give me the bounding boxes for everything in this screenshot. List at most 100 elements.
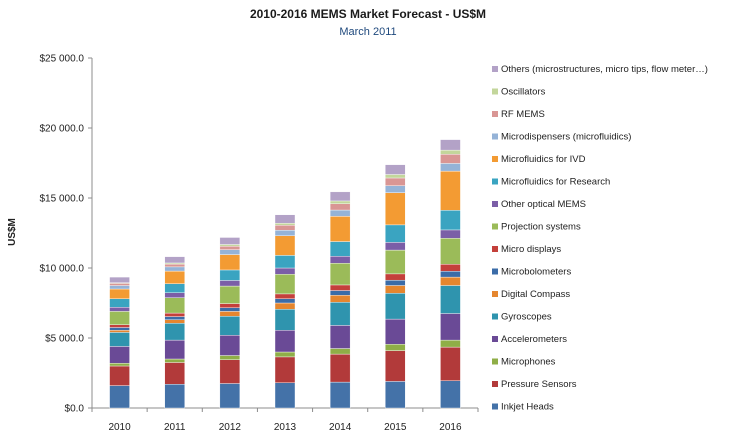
bar-segment-microdispensers-microfluidics-2012: [219, 249, 241, 255]
bar-segment-rf-mems-2015: [385, 177, 406, 186]
legend-label-digital-compass: Digital Compass: [501, 289, 570, 300]
bar-segment-digital-compass-2012: [219, 311, 241, 317]
legend-label-other-optical-mems: Other optical MEMS: [501, 199, 586, 210]
bar-segment-microfluidics-for-ivd-2014: [329, 216, 351, 242]
y-tick-label: $15 000.0: [40, 194, 85, 205]
chart-subtitle: March 2011: [339, 26, 396, 38]
bar-segment-microbolometers-2012: [219, 307, 241, 312]
bar-segment-inkjet-heads-2013: [274, 382, 296, 409]
bar-segment-pressure-sensors-2015: [385, 350, 406, 382]
bar-segment-accelerometers-2016: [440, 313, 461, 341]
bar-segment-accelerometers-2010: [109, 346, 130, 364]
bar-segment-micro-displays-2012: [219, 303, 241, 308]
bar-segment-gyroscopes-2014: [329, 302, 351, 326]
bar-segment-micro-displays-2013: [274, 293, 296, 299]
bar-segment-microdispensers-microfluidics-2015: [385, 185, 406, 193]
chart-title: 2010-2016 MEMS Market Forecast - US$M: [250, 7, 486, 21]
bar-segment-microfluidics-for-research-2014: [329, 241, 351, 257]
bar-segment-microbolometers-2015: [385, 279, 406, 286]
y-tick-label: $20 000.0: [40, 124, 85, 135]
legend-label-rf-mems: RF MEMS: [501, 109, 545, 120]
bar-segment-microphones-2012: [219, 355, 241, 360]
bar-segment-projection-systems-2016: [440, 238, 461, 265]
legend-label-others-microstructures-micro-tips-flow-meter: Others (microstructures, micro tips, flo…: [501, 64, 708, 75]
bar-segment-projection-systems-2011: [164, 297, 185, 314]
bar-segment-microbolometers-2014: [329, 290, 351, 296]
legend-label-oscillators: Oscillators: [501, 87, 546, 98]
x-tick-label: 2013: [274, 422, 297, 433]
bar-segment-other-optical-mems-2011: [164, 292, 185, 298]
legend-label-projection-systems: Projection systems: [501, 222, 581, 233]
bar-segment-microdispensers-microfluidics-2016: [440, 163, 461, 172]
x-tick-label: 2015: [384, 422, 407, 433]
bar-segment-oscillators-2015: [385, 174, 406, 179]
bar-segment-microfluidics-for-ivd-2016: [440, 170, 461, 211]
bar-segment-microphones-2016: [440, 339, 461, 348]
bar-segment-microfluidics-for-research-2012: [219, 269, 241, 281]
bar-segment-others-microstructures-micro-tips-flow-meter-2010: [109, 276, 130, 283]
legend-swatch-accelerometers: [492, 336, 498, 342]
bar-segment-other-optical-mems-2010: [109, 307, 130, 312]
bar-segment-micro-displays-2014: [329, 284, 351, 291]
bar-segment-microdispensers-microfluidics-2011: [164, 266, 185, 272]
bar-segment-others-microstructures-micro-tips-flow-meter-2015: [385, 164, 406, 175]
y-tick-label: $0.0: [65, 404, 85, 415]
legend-swatch-digital-compass: [492, 291, 498, 297]
bar-segment-pressure-sensors-2011: [164, 362, 185, 385]
x-tick-label: 2016: [439, 422, 462, 433]
bar-segment-pressure-sensors-2014: [329, 353, 351, 383]
legend-label-microdispensers-microfluidics: Microdispensers (microfluidics): [501, 132, 631, 143]
bar-segment-pressure-sensors-2013: [274, 356, 296, 383]
bar-segment-microbolometers-2016: [440, 271, 461, 278]
x-tick-label: 2012: [219, 422, 242, 433]
bar-segment-microdispensers-microfluidics-2014: [329, 209, 351, 217]
bar-segment-micro-displays-2010: [109, 324, 130, 328]
bar-segment-projection-systems-2013: [274, 274, 296, 295]
bar-segment-digital-compass-2013: [274, 302, 296, 310]
bar-segment-projection-systems-2012: [219, 285, 241, 304]
bar-segment-microphones-2010: [109, 363, 130, 367]
bar-segment-microfluidics-for-ivd-2012: [219, 254, 241, 271]
bar-segment-microbolometers-2013: [274, 298, 296, 304]
bar-segment-digital-compass-2016: [440, 276, 461, 286]
legend-swatch-rf-mems: [492, 111, 498, 117]
bar-segment-others-microstructures-micro-tips-flow-meter-2013: [274, 214, 296, 224]
legend-swatch-others-microstructures-micro-tips-flow-meter: [492, 66, 498, 72]
bar-segment-oscillators-2013: [274, 222, 296, 226]
bar-segment-digital-compass-2014: [329, 295, 351, 303]
bar-segment-inkjet-heads-2014: [329, 381, 351, 409]
bar-segment-pressure-sensors-2016: [440, 346, 461, 381]
bar-segment-microfluidics-for-research-2015: [385, 224, 406, 243]
bar-segment-oscillators-2012: [219, 244, 241, 247]
bar-segment-microfluidics-for-research-2016: [440, 210, 461, 231]
bar-segment-rf-mems-2016: [440, 154, 461, 164]
legend-swatch-microfluidics-for-ivd: [492, 156, 498, 162]
legend-label-microfluidics-for-research: Microfluidics for Research: [501, 177, 610, 188]
legend-label-microfluidics-for-ivd: Microfluidics for IVD: [501, 154, 586, 165]
legend-label-pressure-sensors: Pressure Sensors: [501, 379, 577, 390]
legend-swatch-inkjet-heads: [492, 403, 498, 410]
bar-segment-microphones-2013: [274, 351, 296, 358]
bar-segment-projection-systems-2015: [385, 249, 406, 275]
bar-segment-micro-displays-2015: [385, 273, 406, 281]
legend-swatch-microphones: [492, 358, 498, 365]
legend-swatch-projection-systems: [492, 223, 498, 230]
bar-segment-pressure-sensors-2012: [219, 359, 241, 384]
bar-segment-other-optical-mems-2013: [274, 267, 296, 275]
bar-segment-projection-systems-2010: [109, 311, 130, 325]
y-tick-label: $10 000.0: [40, 264, 85, 275]
bar-segment-inkjet-heads-2015: [385, 381, 406, 409]
bar-segment-rf-mems-2012: [219, 245, 241, 250]
legend-swatch-other-optical-mems: [492, 201, 498, 207]
bar-segment-accelerometers-2015: [385, 318, 406, 345]
bar-segment-microphones-2011: [164, 358, 185, 363]
legend-label-inkjet-heads: Inkjet Heads: [501, 402, 554, 413]
bar-segment-other-optical-mems-2012: [219, 280, 241, 287]
bar-segment-other-optical-mems-2015: [385, 242, 406, 251]
bar-segment-microphones-2014: [329, 348, 351, 355]
bar-segment-gyroscopes-2011: [164, 323, 185, 341]
bar-segment-microdispensers-microfluidics-2010: [109, 285, 130, 290]
legend-swatch-gyroscopes: [492, 313, 498, 320]
legend-swatch-microdispensers-microfluidics: [492, 133, 498, 140]
